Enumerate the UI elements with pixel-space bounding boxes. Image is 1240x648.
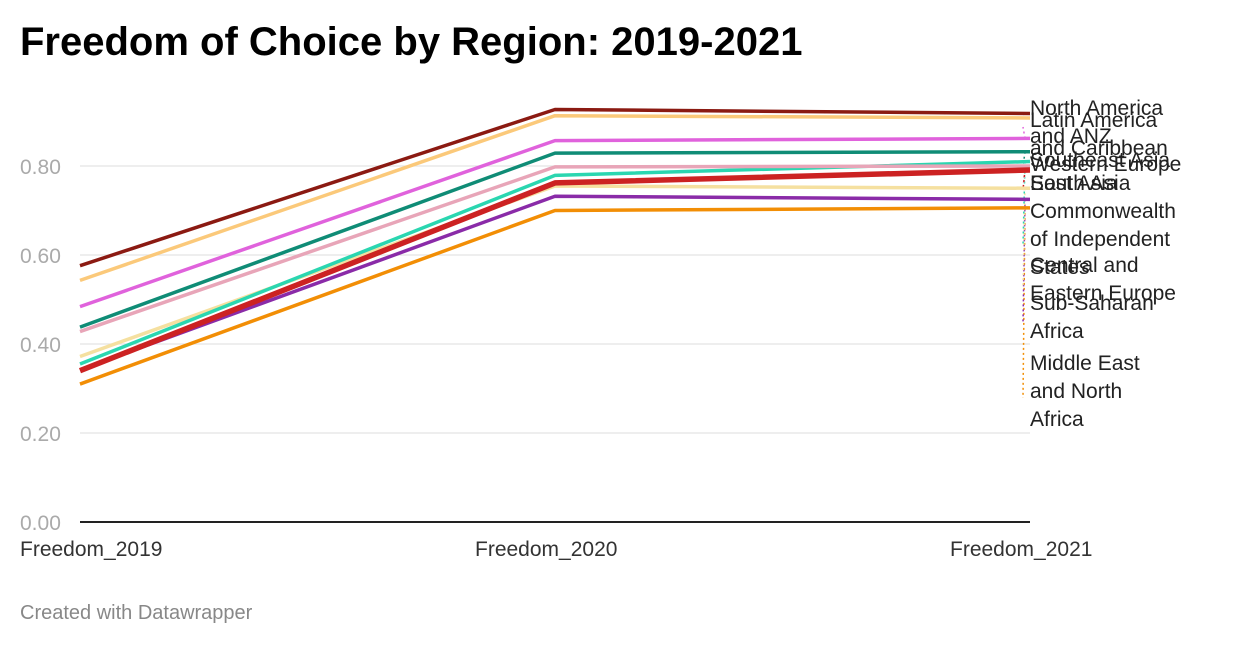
series-label: Latin America — [1030, 109, 1158, 132]
series-line — [79, 113, 1031, 283]
y-tick-label: 0.00 — [20, 512, 61, 535]
x-tick-label: Freedom_2020 — [475, 538, 617, 561]
y-tick-label: 0.80 — [20, 156, 61, 179]
series-label: of Independent — [1030, 228, 1170, 251]
footer-credit: Created with Datawrapper — [20, 602, 253, 624]
chart-title: Freedom of Choice by Region: 2019-2021 — [20, 20, 803, 64]
series-line — [78, 167, 1031, 374]
y-axis-ticks: 0.00 0.20 0.40 0.60 0.80 — [20, 156, 61, 535]
leader-line — [1022, 126, 1026, 139]
y-tick-label: 0.40 — [20, 334, 61, 357]
series-label: Commonwealth — [1030, 200, 1176, 223]
series-label: and North — [1030, 380, 1122, 403]
series-label: North America — [1030, 97, 1163, 120]
series-label: Southeast Asia — [1030, 149, 1170, 172]
series-label: and Caribbean — [1030, 137, 1168, 160]
series-label: States — [1030, 256, 1090, 279]
series-line — [79, 194, 1031, 372]
gridlines — [80, 165, 1030, 523]
series-label: Africa — [1030, 320, 1084, 343]
y-tick-label: 0.60 — [20, 245, 61, 268]
series-label: Sub-Saharan — [1030, 292, 1154, 315]
x-axis-ticks: Freedom_2019 Freedom_2020 Freedom_2021 — [20, 538, 1092, 561]
series-label: Middle East — [1030, 352, 1140, 375]
series-label: Central and — [1030, 254, 1139, 277]
series-lines — [78, 107, 1031, 386]
series-label: East Asia — [1030, 172, 1118, 195]
series-label: Western Europe — [1030, 153, 1181, 176]
series-line — [79, 136, 1031, 309]
series-label: South Asia — [1030, 172, 1131, 195]
series-label: and ANZ — [1030, 125, 1112, 148]
label-leader-lines — [1022, 112, 1026, 399]
leader-line — [1022, 188, 1026, 287]
leader-line — [1022, 161, 1026, 247]
x-tick-label: Freedom_2019 — [20, 538, 162, 561]
series-line — [79, 164, 1031, 334]
x-tick-label: Freedom_2021 — [950, 538, 1092, 561]
y-tick-label: 0.20 — [20, 423, 61, 446]
series-label: Eastern Europe — [1030, 282, 1176, 305]
series-line — [79, 150, 1031, 329]
series-line — [79, 107, 1031, 268]
series-label: Africa — [1030, 408, 1084, 431]
line-chart: 0.000.200.400.600.80 Freedom_2019 Freedom… — [20, 97, 1181, 561]
series-line — [79, 206, 1031, 386]
